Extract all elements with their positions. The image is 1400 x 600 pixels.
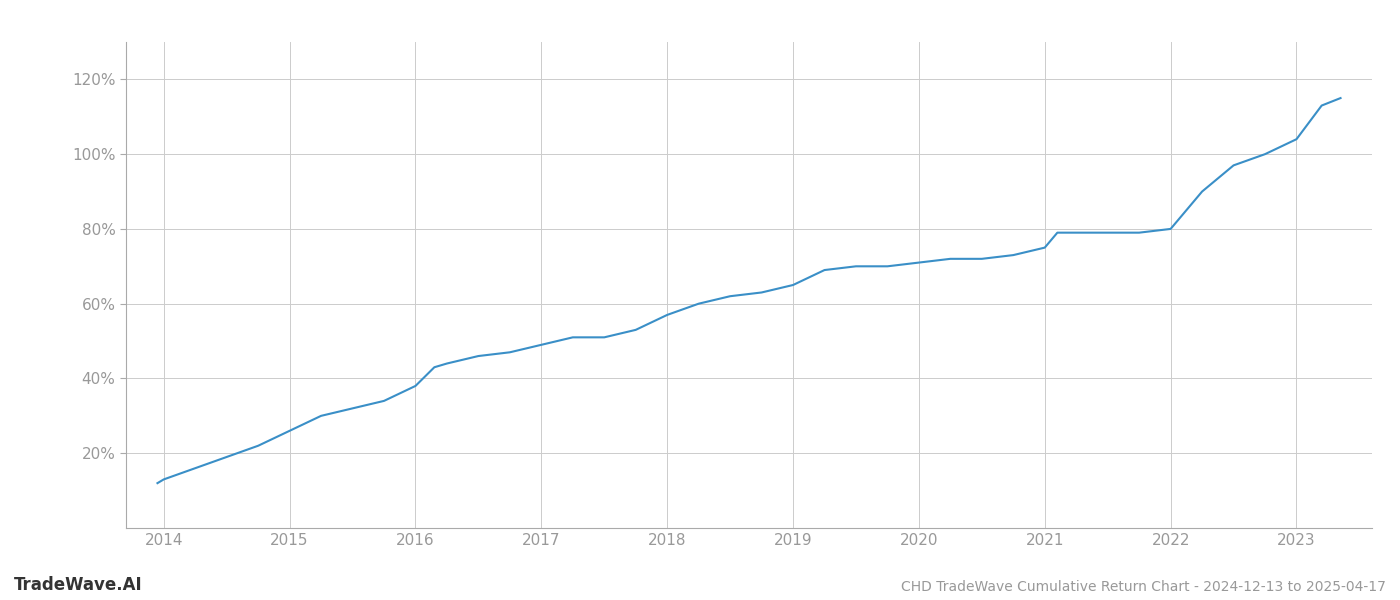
Text: TradeWave.AI: TradeWave.AI [14,576,143,594]
Text: CHD TradeWave Cumulative Return Chart - 2024-12-13 to 2025-04-17: CHD TradeWave Cumulative Return Chart - … [902,580,1386,594]
